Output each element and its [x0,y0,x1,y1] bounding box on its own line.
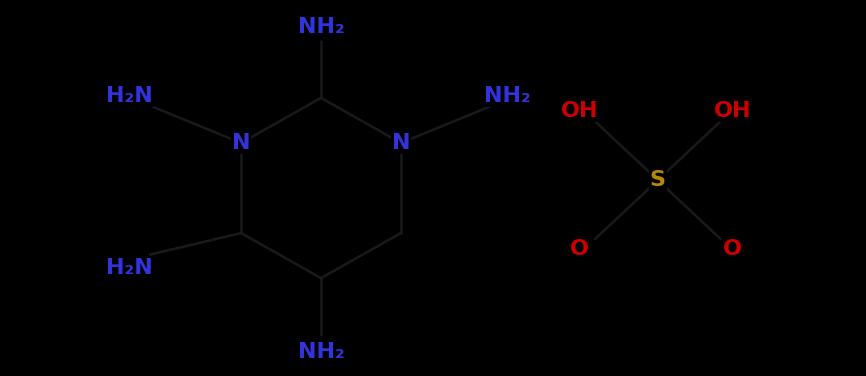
Text: N: N [232,133,250,153]
Text: H₂N: H₂N [106,258,152,278]
Text: S: S [650,170,666,190]
Text: OH: OH [560,101,598,121]
Text: NH₂: NH₂ [484,86,531,106]
Text: NH₂: NH₂ [298,343,345,362]
Text: O: O [570,239,589,259]
Text: N: N [391,133,410,153]
Text: NH₂: NH₂ [298,17,345,38]
Text: OH: OH [714,101,751,121]
Text: O: O [723,239,742,259]
Text: H₂N: H₂N [106,86,152,106]
